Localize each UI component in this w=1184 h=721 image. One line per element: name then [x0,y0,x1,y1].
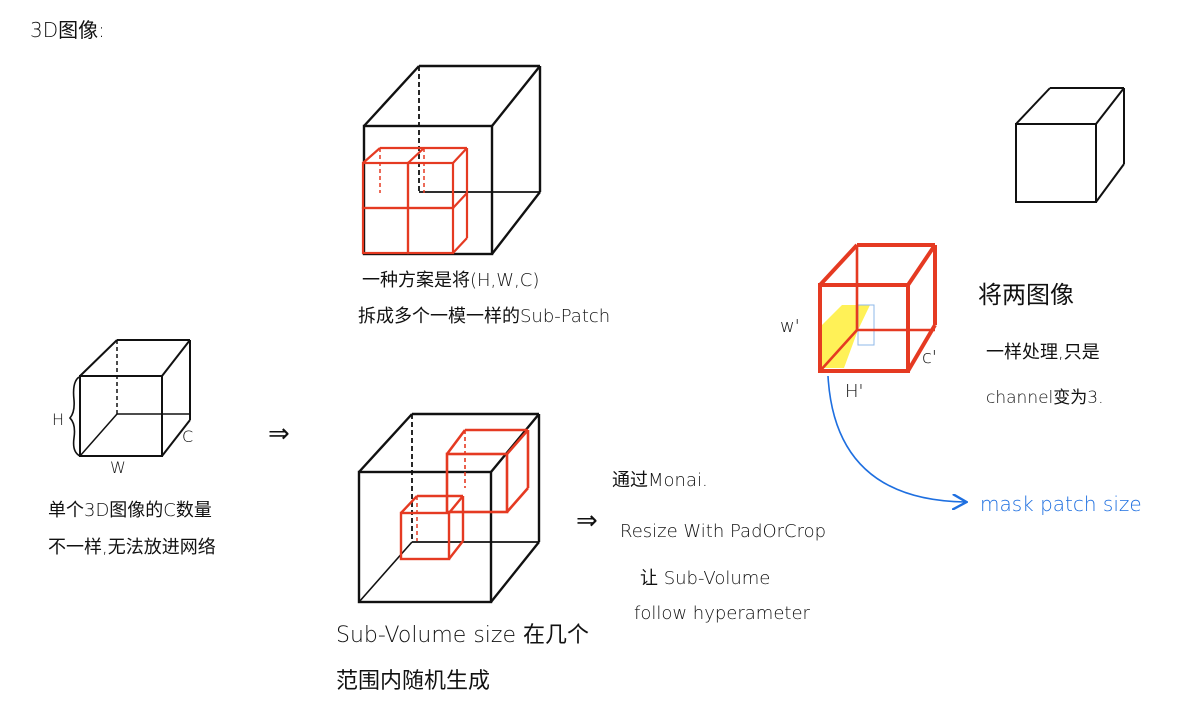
monai-line4: follow hyperameter [634,603,810,624]
page-title: 3D图像: [30,18,105,42]
main-arrow: ⇒ [268,419,290,449]
bottom-big-cube [357,412,541,604]
left-cube [79,339,191,457]
right-note-line1: 将两图像 [978,281,1074,309]
right-note-line3: channel变为3. [986,388,1104,408]
width-label: W [110,458,126,477]
sub-patch-grid [361,146,469,255]
top-note-line2: 拆成多个一模一样的Sub-Patch [358,306,611,327]
monai-line1: 通过Monai. [612,470,708,491]
monai-line2: Resize With PadOrCrop [620,521,827,542]
resize-arrow: ⇒ [576,506,598,536]
height-label: H [52,410,65,429]
left-note-line1: 单个3D图像的C数量 [48,500,212,521]
mask-cube [818,243,937,373]
mask-h-label: H' [845,381,864,402]
mask-patch-size-label: mask patch size [980,492,1142,516]
random-sub-volume-large [445,428,530,514]
top-note-line1: 一种方案是将(H,W,C) [362,270,540,291]
monai-line3: 让 Sub-Volume [640,568,771,589]
right-note-line2: 一样处理,只是 [986,342,1100,363]
mask-patch-arrow [827,375,965,502]
left-note-line2: 不一样,无法放进网络 [48,537,216,558]
random-sub-volume-small [399,494,465,561]
mask-w-label: w' [780,316,800,337]
channel-label: C [182,427,194,446]
bottom-note-line1: Sub-Volume size 在几个 [336,623,589,648]
height-brace [68,376,81,457]
mask-c-label: c' [922,347,937,368]
right-black-cube [1015,87,1125,203]
bottom-note-line2: 范围内随机生成 [336,669,491,694]
